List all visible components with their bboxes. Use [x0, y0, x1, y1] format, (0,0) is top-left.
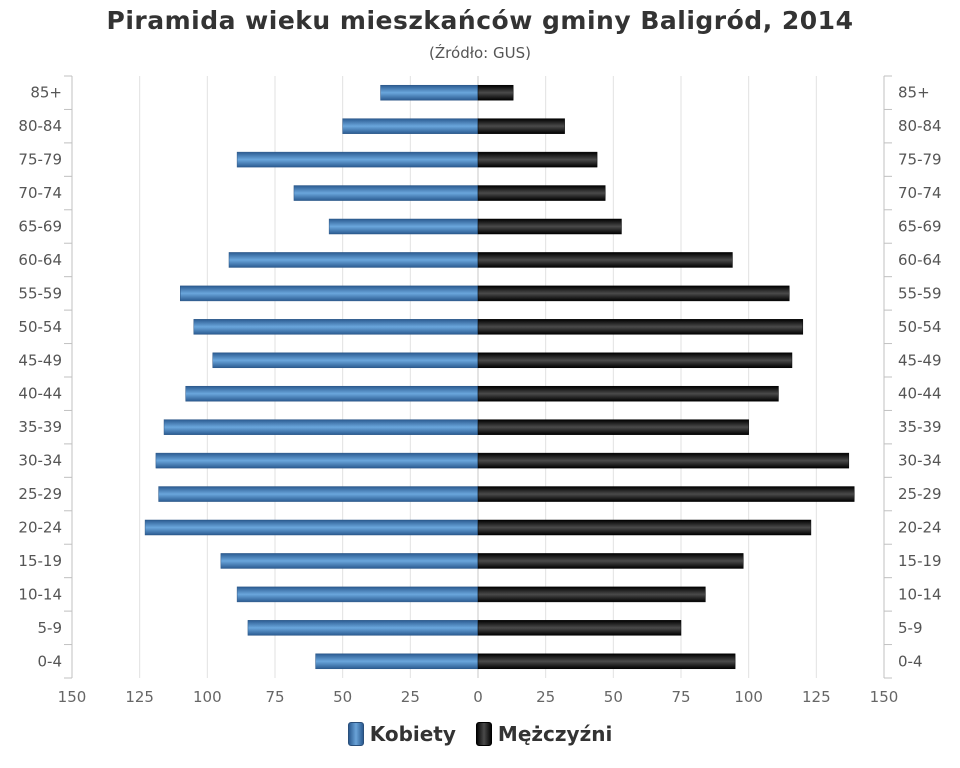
y-tick-label-right: 65-69: [898, 218, 942, 236]
bar-kobiety[interactable]: [193, 319, 479, 335]
y-tick-label-left: 85+: [30, 84, 62, 102]
chart-subtitle: (Źródło: GUS): [429, 44, 531, 62]
bar-mezczyzni[interactable]: [477, 285, 790, 302]
y-tick-label-left: 60-64: [18, 251, 62, 269]
y-tick-label-left: 80-84: [18, 117, 62, 135]
y-tick-label-left: 50-54: [18, 318, 62, 336]
y-tick-label-left: 20-24: [18, 519, 62, 537]
bar-mezczyzni[interactable]: [477, 586, 706, 603]
bar-kobiety[interactable]: [220, 553, 479, 569]
bar-kobiety[interactable]: [342, 118, 479, 134]
bar-kobiety[interactable]: [228, 252, 479, 268]
bar-kobiety[interactable]: [180, 285, 479, 302]
x-tick-label: 75: [265, 688, 284, 706]
bar-mezczyzni[interactable]: [477, 218, 622, 235]
y-tick-label-right: 40-44: [898, 385, 942, 403]
bar-mezczyzni[interactable]: [477, 118, 565, 134]
y-tick-label-right: 10-14: [898, 585, 942, 603]
bar-mezczyzni[interactable]: [477, 653, 736, 670]
y-tick-label-left: 65-69: [18, 218, 62, 236]
chart-plot: 150 125 100 75 50 25 0 25 50 75 100 125 150 0-4 0-4 5-9…: [18, 75, 942, 706]
x-tick-label: 150: [870, 688, 899, 706]
bar-kobiety[interactable]: [158, 486, 479, 502]
x-tick-label: 50: [604, 688, 623, 706]
bar-mezczyzni[interactable]: [477, 419, 749, 435]
legend-item-kobiety[interactable]: Kobiety: [347, 722, 456, 746]
x-tick-label: 125: [125, 688, 154, 706]
bar-kobiety[interactable]: [163, 419, 479, 435]
bar-mezczyzni[interactable]: [477, 519, 812, 536]
legend-label-mezczyzni: Mężczyźni: [497, 722, 613, 746]
y-tick-label-right: 80-84: [898, 117, 942, 135]
y-tick-label-left: 40-44: [18, 385, 62, 403]
y-tick-label-left: 75-79: [18, 151, 62, 169]
legend-label-kobiety: Kobiety: [369, 722, 456, 746]
bar-kobiety[interactable]: [155, 452, 479, 469]
y-tick-label-left: 10-14: [18, 585, 62, 603]
legend-swatch-kobiety: [347, 722, 364, 746]
chart-title: Piramida wieku mieszkańców gminy Baligró…: [106, 6, 854, 35]
y-tick-label-right: 70-74: [898, 184, 942, 202]
bar-mezczyzni[interactable]: [477, 252, 733, 268]
y-tick-label-right: 50-54: [898, 318, 942, 336]
x-tick-label: 150: [58, 688, 87, 706]
bar-mezczyzni[interactable]: [477, 385, 779, 402]
y-tick-label-right: 60-64: [898, 251, 942, 269]
chart-legend: Kobiety Mężczyźni: [0, 722, 960, 746]
y-tick-label-left: 15-19: [18, 552, 62, 570]
y-tick-label-left: 0-4: [38, 652, 63, 670]
bar-mezczyzni[interactable]: [477, 151, 598, 168]
y-tick-label-left: 25-29: [18, 485, 62, 503]
y-tick-label-right: 15-19: [898, 552, 942, 570]
y-tick-label-left: 5-9: [38, 619, 63, 637]
x-tick-label: 75: [671, 688, 690, 706]
x-tick-label: 125: [802, 688, 831, 706]
bar-mezczyzni[interactable]: [477, 84, 514, 101]
bar-kobiety[interactable]: [212, 352, 479, 369]
bar-mezczyzni[interactable]: [477, 452, 850, 469]
y-tick-label-right: 20-24: [898, 519, 942, 537]
legend-item-mezczyzni[interactable]: Mężczyźni: [475, 722, 613, 746]
bar-kobiety[interactable]: [236, 151, 479, 168]
legend-swatch-mezczyzni: [475, 722, 492, 746]
bar-mezczyzni[interactable]: [477, 486, 855, 502]
y-tick-label-right: 55-59: [898, 284, 942, 302]
y-tick-label-right: 45-49: [898, 351, 942, 369]
y-tick-label-right: 0-4: [898, 652, 923, 670]
x-tick-label: 0: [473, 688, 483, 706]
y-tick-label-right: 30-34: [898, 452, 942, 470]
bar-mezczyzni[interactable]: [477, 352, 793, 369]
y-tick-label-right: 5-9: [898, 619, 923, 637]
y-tick-label-left: 35-39: [18, 418, 62, 436]
bar-kobiety[interactable]: [315, 653, 479, 670]
y-tick-label-left: 45-49: [18, 351, 62, 369]
bar-mezczyzni[interactable]: [477, 620, 682, 636]
bar-kobiety[interactable]: [144, 519, 479, 536]
bar-kobiety[interactable]: [185, 385, 479, 402]
y-tick-label-left: 30-34: [18, 452, 62, 470]
bar-kobiety[interactable]: [293, 185, 479, 201]
x-tick-label: 25: [401, 688, 420, 706]
y-tick-label-right: 85+: [898, 84, 930, 102]
x-tick-label: 25: [536, 688, 555, 706]
x-tick-label: 100: [734, 688, 763, 706]
y-tick-label-left: 70-74: [18, 184, 62, 202]
x-tick-label: 50: [333, 688, 352, 706]
bar-kobiety[interactable]: [247, 620, 479, 636]
y-tick-label-right: 75-79: [898, 151, 942, 169]
y-tick-label-right: 25-29: [898, 485, 942, 503]
bar-kobiety[interactable]: [236, 586, 479, 603]
bar-mezczyzni[interactable]: [477, 553, 744, 569]
y-tick-label-left: 55-59: [18, 284, 62, 302]
bar-mezczyzni[interactable]: [477, 319, 804, 335]
x-tick-label: 100: [193, 688, 222, 706]
bar-kobiety[interactable]: [380, 84, 479, 101]
bar-kobiety[interactable]: [328, 218, 479, 235]
y-tick-label-right: 35-39: [898, 418, 942, 436]
bar-mezczyzni[interactable]: [477, 185, 606, 201]
